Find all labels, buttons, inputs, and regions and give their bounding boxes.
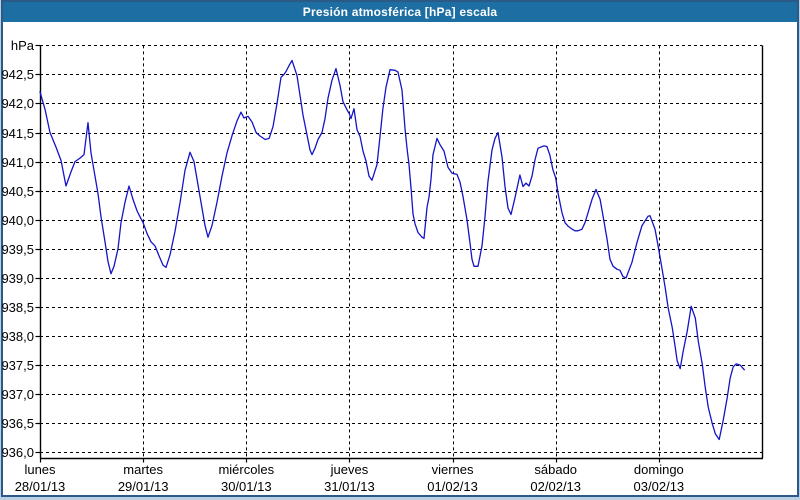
y-tick-label: 937,0: [1, 387, 34, 402]
y-tick-label: 939,5: [1, 242, 34, 257]
y-tick-label: 940,0: [1, 213, 34, 228]
x-day-date: 02/02/13: [530, 479, 581, 494]
x-day-name: martes: [123, 462, 163, 477]
pressure-series-line: [39, 59, 745, 441]
x-day-name: domingo: [634, 462, 684, 477]
x-day-date: 31/01/13: [324, 479, 375, 494]
axis-labels: 942,5 942,0 941,5 941,0 940,5 940,0 939,5 939,0…: [1, 38, 684, 494]
x-day-name: jueves: [330, 462, 369, 477]
y-tick-label: 941,0: [1, 155, 34, 170]
y-tick-label: 936,5: [1, 416, 34, 431]
x-day-name: lunes: [24, 462, 56, 477]
title-bar: Presión atmosférica [hPa] escala: [3, 2, 797, 22]
x-day-date: 01/02/13: [427, 479, 478, 494]
x-day-name: viernes: [432, 462, 474, 477]
y-tick-label: 940,5: [1, 184, 34, 199]
x-day-date: 30/01/13: [221, 479, 272, 494]
x-day-name: sábado: [534, 462, 577, 477]
y-tick-label: 942,5: [1, 67, 34, 82]
x-day-name: miércoles: [218, 462, 274, 477]
y-tick-label: 938,5: [1, 300, 34, 315]
tick-marks: [35, 44, 661, 463]
y-tick-label: 937,5: [1, 358, 34, 373]
y-tick-label: 941,5: [1, 126, 34, 141]
x-day-date: 29/01/13: [118, 479, 169, 494]
y-tick-label: 939,0: [1, 271, 34, 286]
y-tick-label: 938,0: [1, 329, 34, 344]
axes: [39, 45, 764, 460]
y-tick-label: 942,0: [1, 96, 34, 111]
x-day-date: 03/02/13: [634, 479, 685, 494]
gridlines: [40, 45, 762, 458]
x-day-date: 28/01/13: [15, 479, 66, 494]
chart-title: Presión atmosférica [hPa] escala: [302, 5, 498, 19]
y-axis-unit-label: hPa: [11, 38, 35, 53]
y-tick-label: 936,0: [1, 445, 34, 460]
